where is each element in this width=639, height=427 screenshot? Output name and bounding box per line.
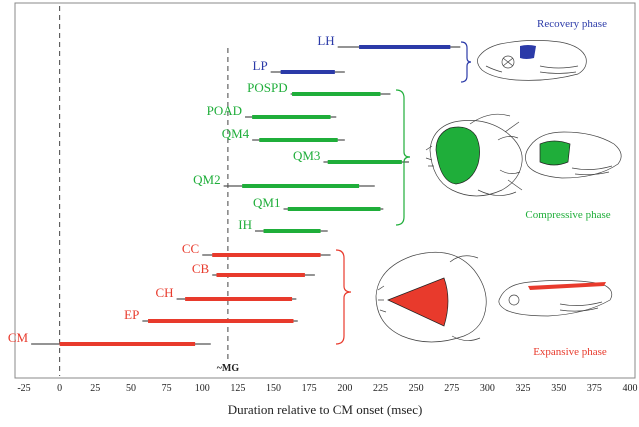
- compressive-brace: [395, 89, 411, 226]
- x-tick-label: 75: [162, 383, 172, 394]
- label-qm3: QM3: [293, 148, 320, 163]
- x-tick-label: 225: [373, 383, 388, 394]
- x-tick-label: 25: [90, 383, 100, 394]
- mg-marker-label: ~MG: [217, 363, 240, 374]
- label-cb: CB: [192, 261, 210, 276]
- plot-frame: [14, 2, 636, 379]
- label-cc: CC: [182, 241, 199, 256]
- label-qm1: QM1: [253, 195, 280, 210]
- compressive-phase-label: Compressive phase: [525, 209, 610, 221]
- recovery-brace: [460, 41, 472, 83]
- x-tick-label: 100: [195, 383, 210, 394]
- label-pospd: POSPD: [247, 80, 287, 95]
- dorsal-head-expansive-drawing: [375, 251, 487, 343]
- lateral-head-compressive-drawing: [525, 131, 622, 179]
- label-ch: CH: [156, 285, 174, 300]
- x-tick-label: 300: [480, 383, 495, 394]
- bars-group: [31, 45, 461, 346]
- x-tick-label: 175: [302, 383, 317, 394]
- x-axis-label: Duration relative to CM onset (msec): [228, 402, 423, 417]
- reference-lines: [59, 6, 229, 376]
- expansive-phase-label: Expansive phase: [533, 346, 607, 358]
- label-cm: CM: [8, 330, 29, 345]
- x-tick-label: 200: [337, 383, 352, 394]
- x-tick-label: 275: [444, 383, 459, 394]
- label-ih: IH: [238, 217, 252, 232]
- label-qm2: QM2: [193, 172, 220, 187]
- x-tick-label: 375: [587, 383, 602, 394]
- lateral-head-recovery-drawing: [477, 40, 587, 81]
- x-axis-ticks: -25 0 25 50 75 100 125 150 175 200 225 250 275 300 325…: [17, 383, 637, 394]
- lateral-head-expansive-drawing: [498, 280, 613, 317]
- label-lp: LP: [253, 58, 268, 73]
- recovery-phase-label: Recovery phase: [537, 18, 607, 30]
- x-tick-label: 125: [230, 383, 245, 394]
- x-tick-label: 50: [126, 383, 136, 394]
- x-tick-label: -25: [17, 383, 30, 394]
- x-tick-label: 325: [516, 383, 531, 394]
- label-qm4: QM4: [222, 126, 250, 141]
- x-tick-label: 150: [266, 383, 281, 394]
- x-tick-label: 350: [551, 383, 566, 394]
- label-poad: POAD: [207, 103, 242, 118]
- x-tick-label: 400: [623, 383, 638, 394]
- x-tick-label: 250: [409, 383, 424, 394]
- dorsal-head-compressive-drawing: [425, 113, 523, 197]
- label-ep: EP: [124, 307, 139, 322]
- label-lh: LH: [317, 33, 334, 48]
- expansive-brace: [335, 249, 352, 345]
- x-tick-label: 0: [57, 383, 62, 394]
